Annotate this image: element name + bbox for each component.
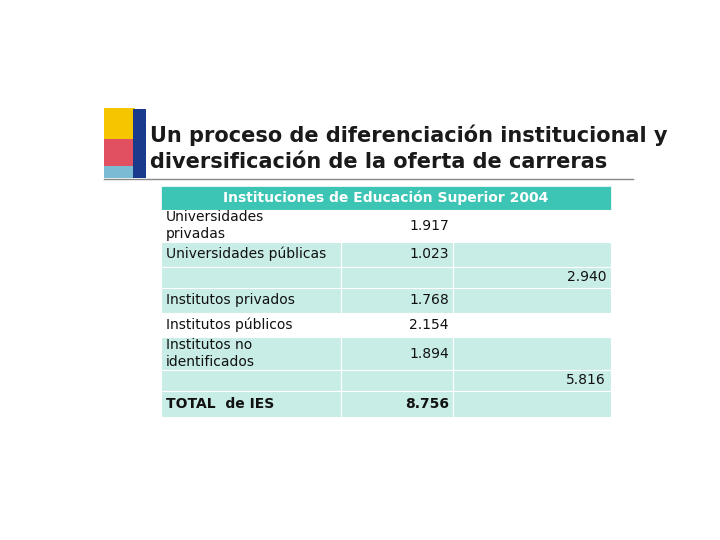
Bar xyxy=(454,288,611,313)
Bar xyxy=(454,338,611,370)
Bar xyxy=(454,210,611,242)
Text: Un proceso de diferenciación institucional y
diversificación de la oferta de car: Un proceso de diferenciación institucion… xyxy=(150,125,668,172)
Bar xyxy=(161,186,611,210)
Bar xyxy=(454,242,611,267)
Bar xyxy=(161,242,341,267)
Bar xyxy=(454,370,611,392)
Bar xyxy=(454,313,611,338)
Bar xyxy=(454,267,611,288)
Bar xyxy=(161,313,341,338)
Text: Universidades públicas: Universidades públicas xyxy=(166,247,326,261)
Text: 1.894: 1.894 xyxy=(409,347,449,361)
Bar xyxy=(341,392,454,417)
Bar xyxy=(454,392,611,417)
Bar xyxy=(104,139,133,168)
Bar xyxy=(161,288,341,313)
Text: 2.940: 2.940 xyxy=(567,271,606,285)
Bar xyxy=(341,288,454,313)
Bar xyxy=(161,392,341,417)
Bar xyxy=(341,267,454,288)
Text: Institutos públicos: Institutos públicos xyxy=(166,318,292,332)
Text: 1.023: 1.023 xyxy=(410,247,449,261)
Text: 5.816: 5.816 xyxy=(567,374,606,388)
Text: Universidades
privadas: Universidades privadas xyxy=(166,211,264,241)
Bar xyxy=(161,370,341,392)
Bar xyxy=(133,109,145,178)
Text: 2.154: 2.154 xyxy=(410,318,449,332)
Text: 1.917: 1.917 xyxy=(409,219,449,233)
Text: 8.756: 8.756 xyxy=(405,397,449,411)
Bar xyxy=(341,242,454,267)
Bar xyxy=(161,338,341,370)
Bar xyxy=(104,108,135,146)
Bar xyxy=(341,210,454,242)
Text: Institutos privados: Institutos privados xyxy=(166,293,294,307)
Bar xyxy=(341,370,454,392)
Bar xyxy=(161,210,341,242)
Text: TOTAL  de IES: TOTAL de IES xyxy=(166,397,274,411)
Text: Institutos no
identificados: Institutos no identificados xyxy=(166,338,255,369)
Bar xyxy=(341,313,454,338)
Text: Instituciones de Educación Superior 2004: Instituciones de Educación Superior 2004 xyxy=(223,191,549,205)
Bar xyxy=(104,166,133,178)
Text: 1.768: 1.768 xyxy=(409,293,449,307)
Bar xyxy=(161,267,341,288)
Bar xyxy=(341,338,454,370)
